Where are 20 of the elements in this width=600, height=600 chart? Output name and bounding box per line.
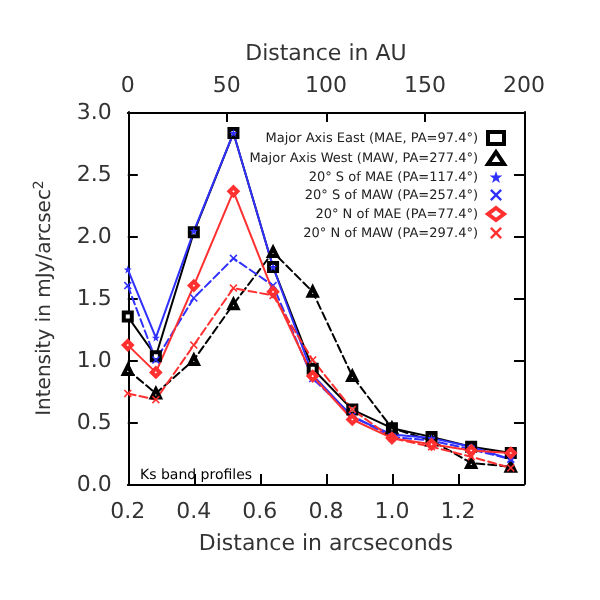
x-tick-label: 1.2: [440, 498, 476, 524]
x2-axis-title: Distance in AU: [245, 40, 407, 67]
x-tick-label: 0.6: [242, 498, 278, 524]
x-tick-label: 1.0: [374, 498, 410, 524]
y-tick-label: 3.0: [76, 99, 112, 125]
y-tick-label: 1.5: [76, 285, 112, 311]
y-tick-label: 2.5: [76, 161, 112, 187]
x2-tick-label: 200: [503, 72, 545, 98]
x2-tick-label: 100: [304, 72, 347, 98]
y-tick-label: 2.0: [76, 223, 112, 249]
x-tick-label: 0.4: [176, 498, 212, 524]
x-tick-label: 0.8: [308, 498, 344, 524]
x-axis-title: Distance in arcseconds: [198, 529, 454, 556]
y-tick-label: 0.0: [76, 471, 112, 497]
y-tick-label: 0.5: [76, 409, 112, 435]
x2-tick-label: 50: [212, 72, 241, 98]
y-tick-label: 1.0: [76, 347, 112, 373]
x-tick-label: 0.2: [110, 498, 146, 524]
x2-tick-label: 0: [120, 72, 135, 98]
x2-tick-label: 150: [403, 72, 446, 98]
